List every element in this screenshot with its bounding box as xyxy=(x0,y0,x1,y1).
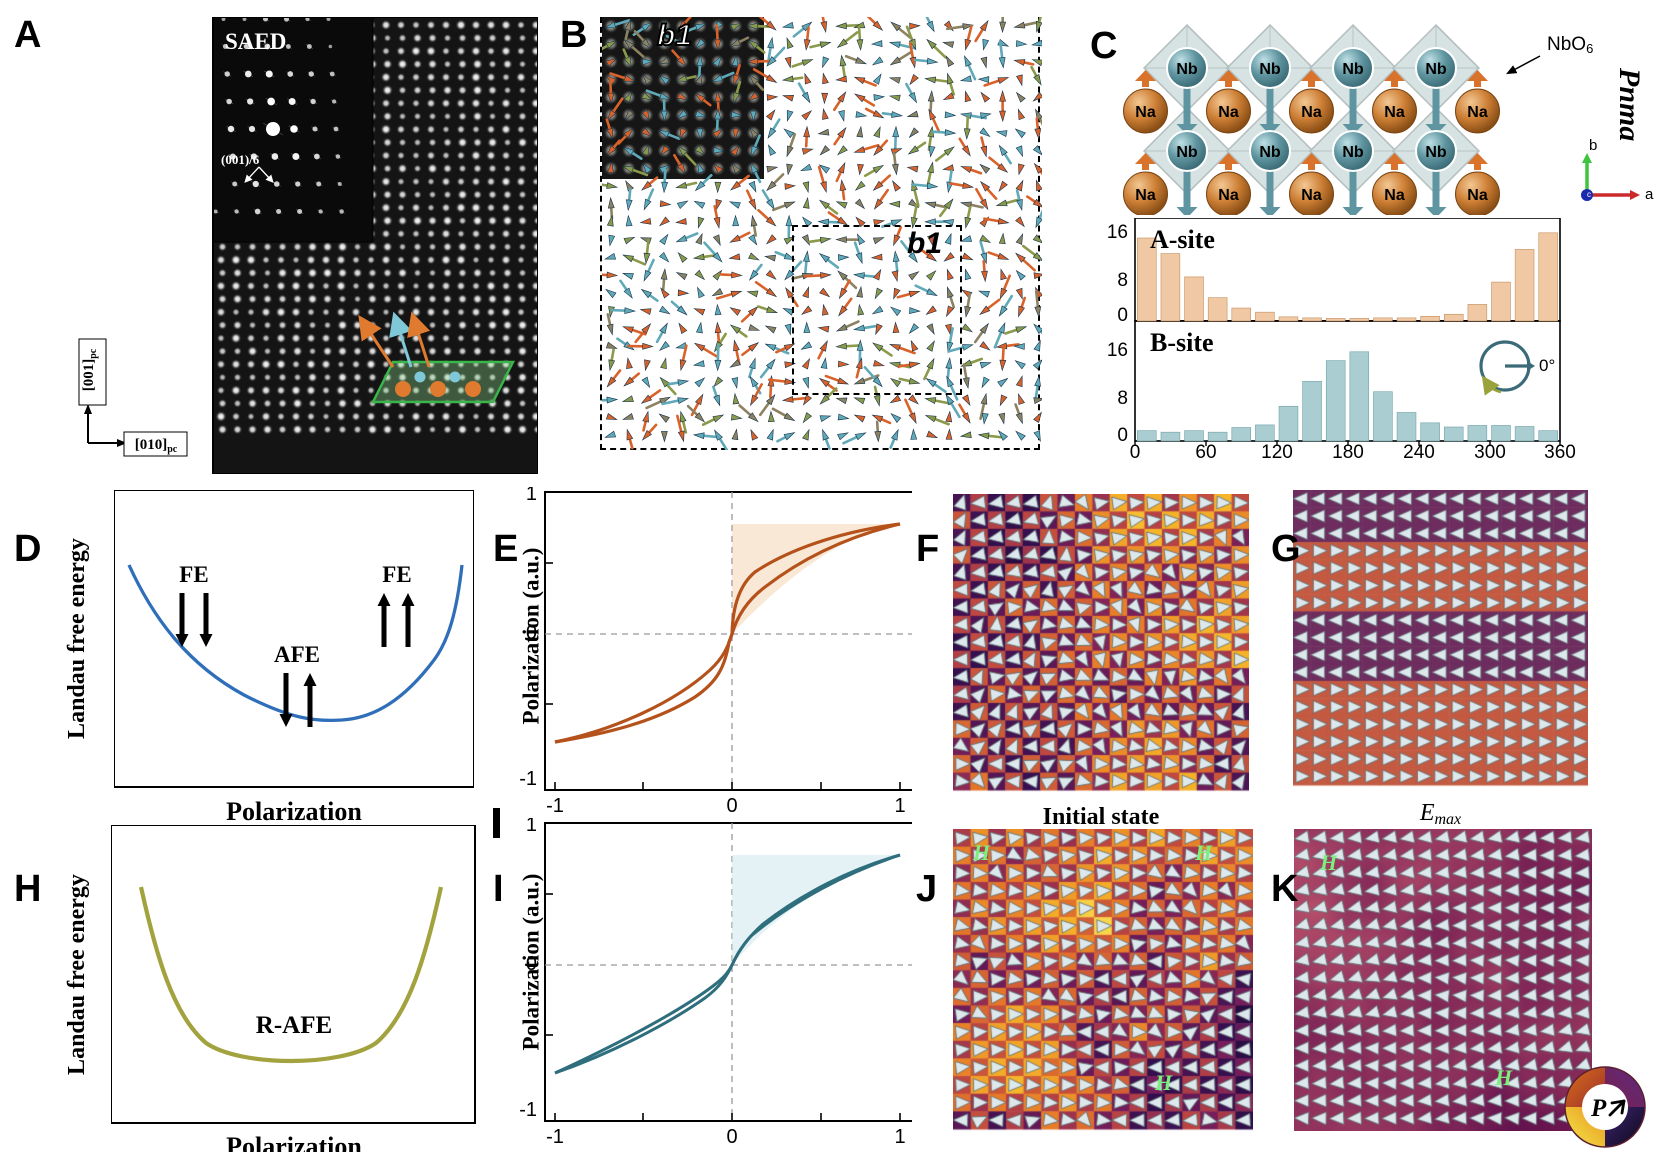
svg-text:0°: 0° xyxy=(1539,356,1555,375)
svg-text:-1: -1 xyxy=(546,795,564,817)
svg-text:Nb: Nb xyxy=(1342,144,1364,161)
svg-text:360: 360 xyxy=(1544,442,1576,458)
svg-text:P: P xyxy=(1590,1095,1607,1122)
svg-text:Nb: Nb xyxy=(1342,61,1364,78)
svg-text:Na: Na xyxy=(1467,104,1488,121)
svg-text:300: 300 xyxy=(1474,442,1506,458)
svg-text:0: 0 xyxy=(726,795,737,817)
svg-text:0: 0 xyxy=(726,1126,737,1148)
svg-text:0: 0 xyxy=(1130,442,1141,458)
svg-text:c: c xyxy=(1587,190,1591,199)
svg-text:Na: Na xyxy=(1384,104,1405,121)
svg-text:Na: Na xyxy=(1135,187,1156,204)
svg-text:Pnma: Pnma xyxy=(1613,67,1646,141)
svg-text:C: C xyxy=(1090,25,1117,67)
svg-text:180: 180 xyxy=(1332,442,1364,458)
svg-text:FE: FE xyxy=(179,562,208,587)
svg-text:a: a xyxy=(1645,186,1654,203)
svg-text:Na: Na xyxy=(1218,187,1239,204)
svg-text:8: 8 xyxy=(1117,270,1128,291)
svg-text:R-AFE: R-AFE xyxy=(256,1012,332,1039)
svg-text:Na: Na xyxy=(1384,187,1405,204)
svg-text:Na: Na xyxy=(1301,104,1322,121)
svg-text:Nb: Nb xyxy=(1259,61,1281,78)
svg-text:(001)/6: (001)/6 xyxy=(221,152,260,167)
svg-text:Nb: Nb xyxy=(1176,61,1198,78)
svg-text:16: 16 xyxy=(1107,340,1128,361)
svg-text:8: 8 xyxy=(1117,388,1128,409)
svg-text:1: 1 xyxy=(894,795,905,817)
svg-text:B-site: B-site xyxy=(1150,328,1214,357)
svg-text:Nb: Nb xyxy=(1259,144,1281,161)
svg-text:FE: FE xyxy=(382,562,411,587)
svg-text:0: 0 xyxy=(1117,425,1128,446)
svg-text:1: 1 xyxy=(894,1126,905,1148)
svg-text:Na: Na xyxy=(1467,187,1488,204)
svg-text:b: b xyxy=(1589,137,1597,154)
svg-text:Na: Na xyxy=(1301,187,1322,204)
svg-text:60: 60 xyxy=(1195,442,1216,458)
svg-text:-1: -1 xyxy=(546,1126,564,1148)
svg-text:Nb: Nb xyxy=(1425,144,1447,161)
svg-text:Na: Na xyxy=(1218,104,1239,121)
svg-text:NbO6: NbO6 xyxy=(1547,34,1593,56)
svg-text:AFE: AFE xyxy=(274,642,320,667)
svg-text:Nb: Nb xyxy=(1176,144,1198,161)
svg-text:240: 240 xyxy=(1403,442,1435,458)
svg-text:0: 0 xyxy=(1117,305,1128,326)
svg-text:SAED: SAED xyxy=(225,29,286,54)
svg-text:120: 120 xyxy=(1261,442,1293,458)
svg-text:16: 16 xyxy=(1107,222,1128,243)
svg-text:Nb: Nb xyxy=(1425,61,1447,78)
svg-text:A-site: A-site xyxy=(1150,225,1215,254)
svg-text:Na: Na xyxy=(1135,104,1156,121)
